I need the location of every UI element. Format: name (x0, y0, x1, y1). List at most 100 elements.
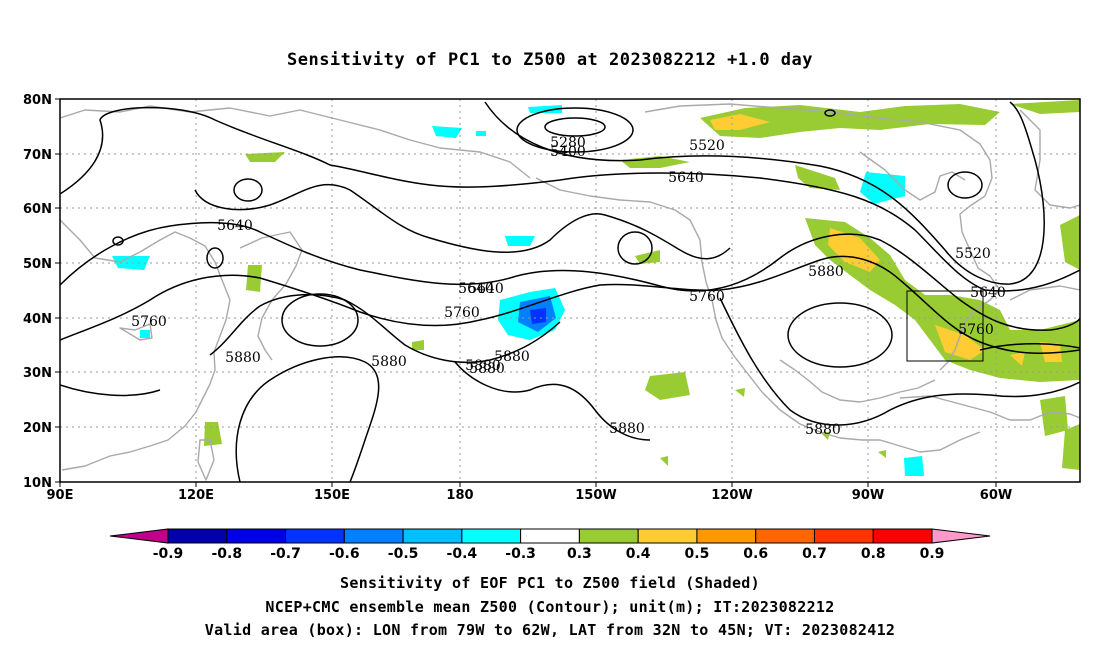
shaded-sensitivity-yellow (710, 114, 1062, 366)
shaded-sensitivity-cyan (112, 105, 924, 476)
green-patch (412, 340, 424, 350)
contour-5640-north (60, 106, 1080, 292)
contour-5880-east (719, 297, 1080, 426)
lon-tick-label: 90E (47, 488, 74, 503)
contour-5880-ne (979, 342, 1080, 351)
map-frame (59, 98, 1081, 483)
lat-tick-label: 60N (23, 202, 52, 217)
contour-label: 5880 (494, 349, 530, 365)
coastline (1019, 109, 1080, 209)
contour-closed (206, 247, 224, 269)
colorbar-segment (696, 528, 757, 544)
coastline (60, 219, 231, 471)
colorbar-label: -0.8 (211, 546, 242, 562)
cyan-patch (476, 131, 486, 136)
contour-label: 5880 (469, 361, 505, 377)
lon-axis: 90E 120E 150E 180 150W 120W 90W 60W (47, 482, 1012, 503)
cyan-patch (528, 105, 562, 113)
footer-line-2: NCEP+CMC ensemble mean Z500 (Contour); u… (265, 598, 835, 616)
lon-tick-label: 90W (852, 488, 884, 503)
lon-tick-label: 60W (980, 488, 1012, 503)
colorbar-segment (167, 528, 228, 544)
contour-label: 5880 (371, 354, 407, 370)
contour-5880-hi (281, 293, 359, 347)
green-patch (246, 265, 262, 292)
colorbar-label: 0.6 (743, 546, 768, 562)
contour-5400 (516, 107, 634, 153)
contour-closed (824, 109, 836, 117)
contour-label: 5280 (550, 135, 586, 151)
lon-tick-label: 120W (711, 488, 752, 503)
colorbar-label: 0.8 (861, 546, 886, 562)
lat-tick-label: 10N (23, 476, 52, 491)
colorbar-label: 0.4 (626, 546, 651, 562)
colorbar-segment (637, 528, 698, 544)
z500-contours (60, 101, 1080, 482)
colorbar-label: -0.9 (153, 546, 184, 562)
coastlines (60, 103, 1080, 481)
cyan-patch (432, 126, 462, 138)
contour-label: 5760 (689, 289, 725, 305)
green-patch (1010, 100, 1080, 114)
contour-label: 5760 (131, 314, 167, 330)
contour-label: 5880 (609, 421, 645, 437)
coastline (239, 231, 303, 361)
contour-label: 5640 (458, 281, 494, 297)
contour-closed (617, 231, 653, 265)
contour-label: 5400 (550, 144, 586, 160)
lat-tick-label: 20N (23, 421, 52, 436)
contour-label: 5880 (465, 358, 501, 374)
colorbar-segment (520, 528, 580, 544)
colorbar-segment (226, 528, 287, 544)
lon-tick-label: 180 (446, 488, 473, 503)
colorbar-label: 0.9 (920, 546, 945, 562)
lat-tick-label: 40N (23, 312, 52, 327)
colorbar-label: 0.5 (685, 546, 710, 562)
graticule (60, 99, 1080, 482)
colorbar-segment (755, 528, 815, 544)
colorbar-left-triangle (109, 528, 169, 544)
cyan-patch (140, 330, 150, 338)
footer-line-1: Sensitivity of EOF PC1 to Z500 field (Sh… (340, 574, 760, 592)
colorbar-segment (461, 528, 522, 544)
colorbar-label: -0.6 (329, 546, 360, 562)
coastline (859, 151, 966, 201)
footer-line-3: Valid area (box): LON from 79W to 62W, L… (204, 621, 896, 639)
lat-tick-label: 70N (23, 148, 52, 163)
contour-5520 (484, 101, 1045, 285)
green-patch (795, 165, 840, 190)
colorbar-label: -0.5 (388, 546, 419, 562)
contour-closed (233, 178, 263, 202)
map-plot-area (60, 99, 1080, 482)
contour-label: 5880 (225, 350, 261, 366)
contour-closed (947, 171, 983, 199)
green-patch (245, 152, 285, 162)
green-patch (878, 450, 886, 458)
contour-5880-sw (60, 384, 161, 397)
contour-label: 5640 (217, 218, 253, 234)
lat-tick-label: 80N (23, 93, 52, 108)
cyan-patch (112, 256, 150, 270)
coastline (197, 439, 215, 481)
deep-blue-patch (530, 308, 546, 324)
lon-tick-label: 150W (575, 488, 616, 503)
contour-5760 (60, 255, 1080, 355)
chart-title: Sensitivity of PC1 to Z500 at 2023082212… (286, 50, 813, 70)
colorbar-right-triangle (931, 528, 991, 544)
contour-5880-south (235, 356, 380, 482)
contour-5640-ring (194, 183, 731, 260)
valid-area-box (906, 290, 984, 362)
contour-5880-hi2 (787, 302, 893, 368)
contour-5880-west (209, 293, 561, 363)
lat-axis: 80N 70N 60N 50N 40N 30N 20N 10N (23, 93, 60, 491)
contour-5280 (544, 117, 606, 137)
green-patch (635, 250, 660, 264)
cyan-patch (904, 456, 924, 476)
colorbar-segment (285, 528, 345, 544)
contour-label: 5640 (970, 285, 1006, 301)
contour-label: 5880 (808, 264, 844, 280)
lon-tick-label: 120E (178, 488, 214, 503)
colorbar-label: -0.7 (270, 546, 301, 562)
colorbar-label: -0.4 (447, 546, 478, 562)
yellow-patch (710, 114, 770, 130)
